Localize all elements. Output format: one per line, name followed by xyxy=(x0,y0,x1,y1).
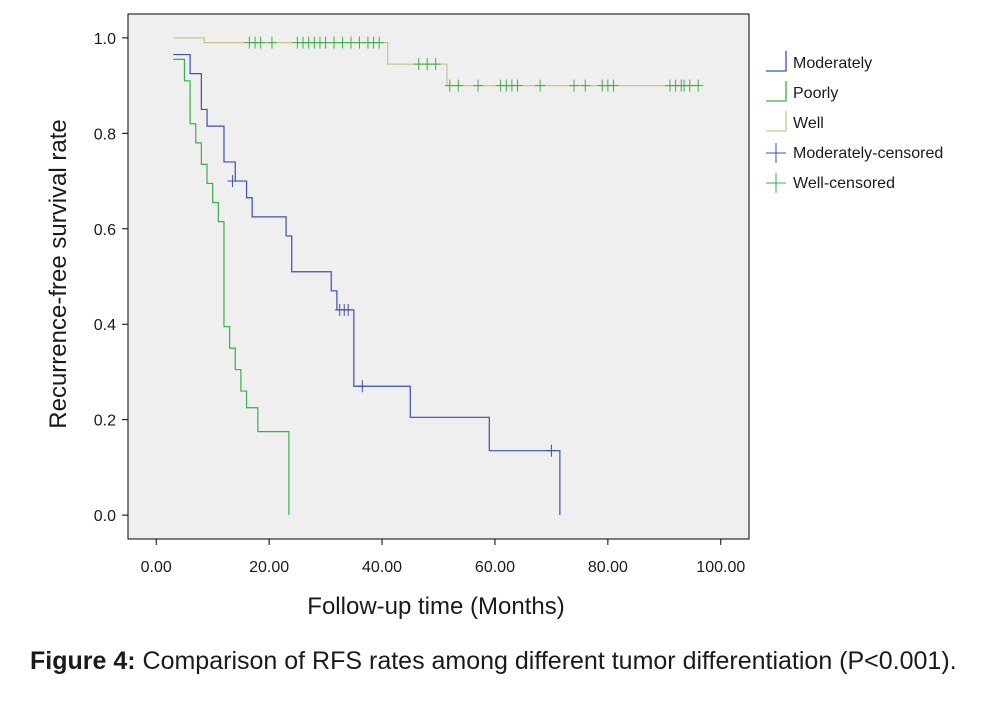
y-axis-label: Recurrence-free survival rate xyxy=(45,119,72,428)
censor-mark-well-censored xyxy=(684,79,695,92)
censor-mark-moderately-censored xyxy=(343,303,354,316)
x-axis-label: Follow-up time (Months) xyxy=(307,593,564,620)
legend-label-poorly: Poorly xyxy=(793,85,838,102)
legend-label-well-censored: Well-censored xyxy=(793,175,895,192)
x-axis: 0.00 20.00 40.00 60.00 80.00 100.00 xyxy=(141,539,745,576)
series-layer xyxy=(173,36,704,516)
legend-swatch-moderately xyxy=(766,51,787,72)
censor-mark-well-censored xyxy=(473,79,484,92)
km-chart: 0.0 0.2 0.4 0.6 0.8 1.0 0.00 20.00 40.00 60.00 80… xyxy=(45,13,943,620)
y-tick-label: 0.8 xyxy=(94,126,116,143)
censor-mark-well-censored xyxy=(345,36,356,49)
legend: Moderately Poorly Well Moderately-censored W… xyxy=(766,51,943,193)
legend-label-moderately: Moderately xyxy=(793,55,872,72)
y-tick-label: 0.2 xyxy=(94,413,116,430)
censor-mark-well-censored xyxy=(453,79,464,92)
censor-mark-well-censored xyxy=(693,79,704,92)
y-tick-label: 0.6 xyxy=(94,222,116,239)
censor-mark-well-censored xyxy=(337,36,348,49)
plot-area xyxy=(127,13,750,540)
censor-mark-well-censored xyxy=(608,79,619,92)
censor-mark-well-censored xyxy=(413,58,424,71)
censor-mark-well-censored xyxy=(580,79,591,92)
series-line-well xyxy=(173,37,699,87)
y-tick-label: 0.0 xyxy=(94,508,116,525)
caption-text: Comparison of RFS rates among different … xyxy=(135,647,957,675)
legend-label-well: Well xyxy=(793,115,824,132)
censor-mark-moderately-censored xyxy=(546,444,557,457)
censor-mark-well-censored xyxy=(320,36,331,49)
x-tick-label: 80.00 xyxy=(588,559,628,576)
y-tick-label: 0.4 xyxy=(94,317,116,334)
censor-mark-well-censored xyxy=(568,79,579,92)
figure-caption: Figure 4: Comparison of RFS rates among … xyxy=(30,644,970,678)
censor-mark-well-censored xyxy=(255,36,266,49)
legend-swatch-poorly xyxy=(766,81,787,102)
censor-mark-well-censored xyxy=(512,79,523,92)
y-tick-label: 1.0 xyxy=(94,31,116,48)
caption-label: Figure 4: xyxy=(30,647,136,675)
censor-mark-well-censored xyxy=(430,58,441,71)
x-tick-label: 0.00 xyxy=(141,559,172,576)
y-axis: 0.0 0.2 0.4 0.6 0.8 1.0 xyxy=(94,31,128,525)
censor-mark-moderately-censored xyxy=(357,380,368,393)
legend-swatch-well xyxy=(766,111,787,132)
series-line-moderately xyxy=(173,53,561,516)
x-tick-label: 40.00 xyxy=(362,559,402,576)
x-tick-label: 100.00 xyxy=(696,559,745,576)
censor-mark-well-censored xyxy=(354,36,365,49)
x-tick-label: 20.00 xyxy=(249,559,289,576)
series-line-poorly xyxy=(173,58,290,516)
censor-mark-well-censored xyxy=(374,36,385,49)
censor-mark-well-censored xyxy=(444,79,455,92)
censor-mark-well-censored xyxy=(266,36,277,49)
censor-mark-well-censored xyxy=(329,36,340,49)
legend-label-moderately-censored: Moderately-censored xyxy=(793,145,943,162)
censor-mark-well-censored xyxy=(535,79,546,92)
x-tick-label: 60.00 xyxy=(475,559,515,576)
censor-mark-moderately-censored xyxy=(227,175,238,188)
censor-mark-well-censored xyxy=(422,58,433,71)
